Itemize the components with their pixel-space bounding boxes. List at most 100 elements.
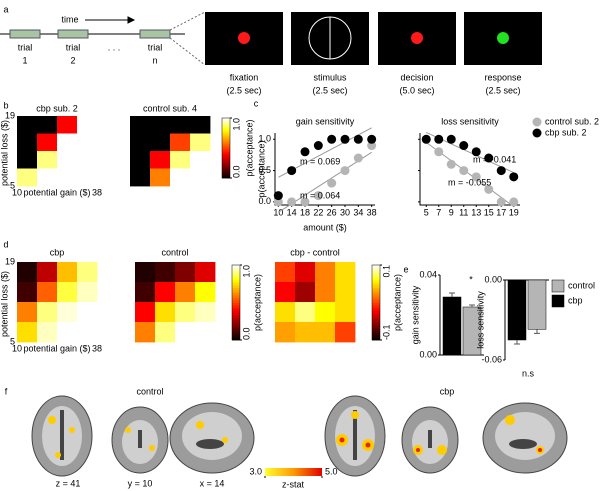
colorbar-frame [231,264,241,341]
colorbar-step [222,136,230,139]
slope-label: m = 0.064 [300,190,340,200]
x-tick-label: 34 [353,207,363,217]
heatmap-cell [37,133,58,152]
point [273,197,283,207]
heatmap-cell [315,302,336,323]
heatmap-cell [315,322,336,343]
x-tick-label: 9 [449,207,454,217]
point [353,153,363,163]
heatmap-cell [150,168,171,187]
screen-name: decision [400,72,433,82]
colorbar-step [222,162,230,165]
legend-label: cbp sub. 2 [545,127,587,137]
point [353,134,363,144]
point [446,134,456,144]
heatmap-cell [135,322,156,343]
y-tick-label: 0.04 [419,269,437,279]
colorbar-step [222,150,230,153]
colorbar-step [372,335,380,338]
point [509,197,519,207]
loss-amount: -11 [334,33,347,43]
colorbar-step [372,265,380,268]
heatmap-cell [17,151,38,169]
y-tick-label: -0.06 [481,354,502,364]
colorbar-step [232,310,240,313]
heatmap-cell [37,151,58,169]
colorbar-step [232,275,240,278]
colorbar-label: z-stat [282,479,305,489]
panel-label: f [5,386,8,396]
colorbar-step [232,317,240,321]
map-title: control sub. 4 [143,103,197,113]
slice-label: x = 14 [200,478,225,488]
slope-label: m = 0.069 [300,156,340,166]
colorbar-label: p(acceptance) [252,274,262,331]
heatmap-cell [195,322,216,343]
colorbar-step [232,285,240,288]
colorbar-step [222,152,230,155]
screen-duration: (2.5 sec) [312,85,347,95]
point [471,147,481,157]
map-title: cbp - control [290,247,340,257]
heatmap-cell [195,302,216,323]
panel-label: a [3,4,8,14]
colorbar-step [372,275,380,278]
group-title: control [136,386,163,396]
group-title: cbp [440,386,455,396]
trial-number: 1 [22,55,27,65]
point [471,172,481,182]
colorbar-step [232,300,240,303]
screen-duration: (2.5 sec) [485,85,520,95]
x-tick-label: 38 [367,207,377,217]
x-tick-label: 19 [509,207,519,217]
map-title: control [161,247,188,257]
map-title: cbp sub. 2 [36,103,78,113]
brains [31,395,568,477]
y-tick-label: 1.0 [258,134,271,144]
screen-name: stimulus [313,72,347,82]
colorbar-step [222,170,230,173]
x-axis-label: potential gain ($) [23,343,90,353]
colorbar-step [222,168,230,171]
colorbar-tick-label: 0.1 [381,265,391,278]
significance: * [469,274,473,284]
point [340,134,350,144]
x-tick-label: 14 [287,207,297,217]
colorbar-label: p(acceptance) [244,119,254,176]
colorbar-step [372,290,380,293]
heatmap-cell [155,302,176,323]
slope-label: m = -0.055 [448,177,491,187]
colorbar-step [222,126,230,129]
trial-number: n [152,55,157,65]
point [367,134,377,144]
heatmap-cell [150,116,171,134]
point [300,147,310,157]
heatmap-cell [315,282,336,303]
y-axis-label: gain sensitivity [410,285,420,344]
x-tick-label: 15 [484,207,494,217]
point [300,197,310,207]
heatmap-cell [57,133,78,152]
heatmap-cell [17,116,38,134]
colorbar-step [222,156,230,159]
colorbar-step [372,302,380,306]
trial-label: trial [18,42,33,52]
point [327,134,337,144]
heatmap-cell [150,151,171,169]
x-tick-label: 22 [313,207,323,217]
plot-title: gain sensitivity [296,116,355,126]
heatmap-cell [17,133,38,152]
point [287,166,297,176]
colorbar-step [232,337,240,341]
heatmap-cell [135,262,156,283]
y-axis-label: potential loss ($) [0,271,9,337]
colorbar-step [372,315,380,318]
trial-label: trial [66,42,81,52]
x-axis-label: amount ($) [303,222,347,232]
colorbar-step [372,307,380,311]
heatmap-cell [170,116,191,134]
heatmap-cell [57,151,78,169]
heatmap-cell [37,322,58,343]
heatmap-cell [130,133,151,152]
colorbar-label: p(acceptance) [392,274,402,331]
